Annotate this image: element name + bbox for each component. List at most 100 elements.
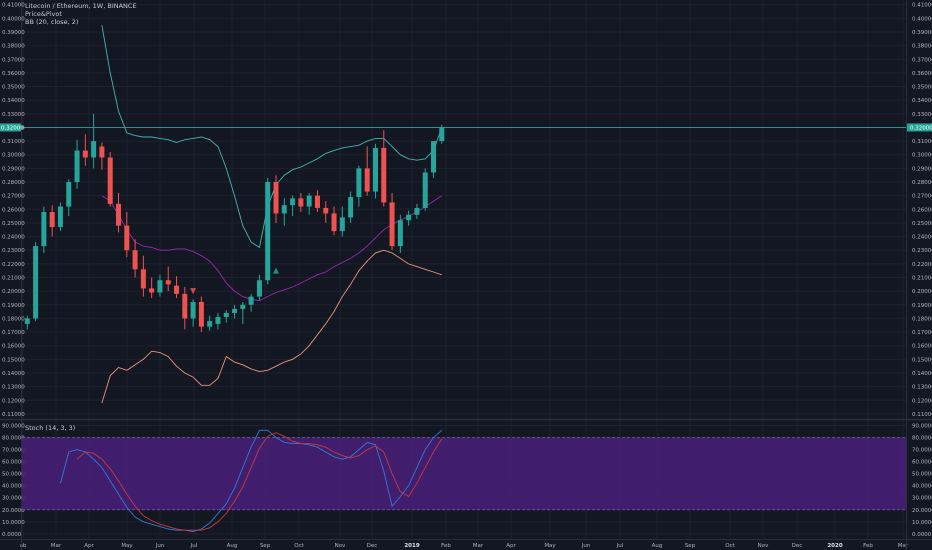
current-price-badge-right [907,123,932,132]
stoch-tick-label-left: 60.0000 [2,460,25,466]
x-axis-tick-label: Dec [792,543,803,549]
candle-body [306,195,312,207]
pivot-marker [389,203,396,210]
legend-indicator-price-pivot[interactable]: Price&Pivot [25,10,62,18]
price-tick-label-left: 0.12000 [2,398,25,404]
candle-body [431,141,437,173]
candle-body [223,312,229,318]
price-tick-label-left: 0.16000 [2,344,25,350]
x-axis-tick-label: Aug [227,543,238,549]
current-price-label-right: 0.32000 [910,125,932,131]
price-tick-label-right: 0.26000 [912,207,932,213]
candle-body [422,172,428,208]
price-tick-label-right: 0.25000 [912,221,932,227]
price-tick-label-right: 0.36000 [912,71,932,77]
candle-body [290,198,296,206]
stoch-tick-label-left: 0.0000 [2,532,22,538]
price-tick-label-left: 0.22000 [2,262,25,268]
stoch-d-line [76,432,443,531]
current-price-label-left: 0.32000 [1,125,24,131]
stoch-tick-label-left: 50.0000 [2,472,25,478]
stoch-overbought-oversold-zone [22,437,906,510]
stoch-tick-label-right: 90.0000 [912,424,932,430]
price-tick-label-right: 0.28000 [912,180,932,186]
candle-body [331,213,337,232]
candle-body [240,304,246,309]
candle-body [389,202,395,247]
x-axis-tick-label: ab [20,543,27,549]
candle-body [49,212,55,228]
price-tick-label-right: 0.37000 [912,57,932,63]
price-tick-label-right: 0.21000 [912,276,932,282]
price-tick-label-left: 0.30000 [2,153,25,159]
candle-body [198,302,204,327]
price-tick-label-left: 0.29000 [2,166,25,172]
price-tick-label-right: 0.35000 [912,85,932,91]
candle-body [372,147,378,192]
stoch-legend[interactable]: Stoch (14, 3, 3) [25,424,76,432]
price-tick-label-left: 0.11000 [2,412,25,418]
legend-indicator-bb[interactable]: BB (20, close, 2) [25,18,79,26]
candle-body [24,318,30,324]
candle-body [107,157,113,204]
candle-body [298,198,304,207]
x-axis-tick-label: May [121,543,133,549]
candle-body [41,212,47,247]
candle-body [57,206,63,228]
price-tick-label-right: 0.38000 [912,44,932,50]
price-tick-label-left: 0.23000 [2,248,25,254]
price-tick-label-right: 0.22000 [912,262,932,268]
candle-body [414,207,420,215]
price-tick-label-right: 0.29000 [912,166,932,172]
candle-body [82,150,88,158]
price-tick-label-left: 0.21000 [2,276,25,282]
x-axis-tick-label: Mar [473,543,484,549]
x-axis-tick-label: Jul [190,543,198,549]
chart-legend: Litecoin / Ethereum, 1W, BINANCE Price&P… [25,2,137,26]
price-tick-label-left: 0.14000 [2,371,25,377]
price-tick-label-right: 0.27000 [912,194,932,200]
x-axis-tick-label: Feb [441,543,451,549]
stoch-tick-label-right: 70.0000 [912,448,932,454]
x-axis-tick-label: Nov [335,543,346,549]
candle-body [248,296,254,305]
candle-body [140,269,146,289]
x-axis-tick-label: Aug [652,543,663,549]
bb-upper-band [101,25,443,249]
candle-body [174,285,180,294]
stoch-k-line [60,429,443,532]
x-axis-tick-label: Jun [581,543,591,549]
x-axis-tick-label: Jul [616,543,624,549]
stoch-tick-label-left: 30.0000 [2,496,25,502]
candle-body [99,146,105,158]
candle-body [91,141,97,158]
candle-body [215,317,221,324]
price-tick-label-right: 0.31000 [912,139,932,145]
candle-body [273,182,279,214]
candle-body [115,203,121,226]
candle-body [281,205,287,214]
candle-body [339,217,345,232]
candle-body [33,246,39,319]
stoch-tick-label-left: 40.0000 [2,484,25,490]
candle-body [149,288,155,293]
stoch-tick-label-left: 80.0000 [2,436,25,442]
pivot-marker [273,267,279,274]
candle-body [132,250,138,270]
stoch-tick-label-left: 20.0000 [2,508,25,514]
price-tick-label-right: 0.24000 [912,235,932,241]
pivot-marker [190,288,197,295]
candle-body [397,220,403,247]
x-axis-tick-label: Mar [51,543,62,549]
legend-symbol: Litecoin / Ethereum, 1W, BINANCE [25,2,137,10]
candle-body [439,127,445,142]
stoch-tick-label-right: 80.0000 [912,436,932,442]
price-tick-label-left: 0.27000 [2,194,25,200]
price-tick-label-right: 0.18000 [912,316,932,322]
candle-body [364,168,370,192]
price-tick-label-right: 0.17000 [912,330,932,336]
price-tick-label-left: 0.18000 [2,316,25,322]
candle-body [207,321,213,327]
price-tick-label-right: 0.20000 [912,289,932,295]
